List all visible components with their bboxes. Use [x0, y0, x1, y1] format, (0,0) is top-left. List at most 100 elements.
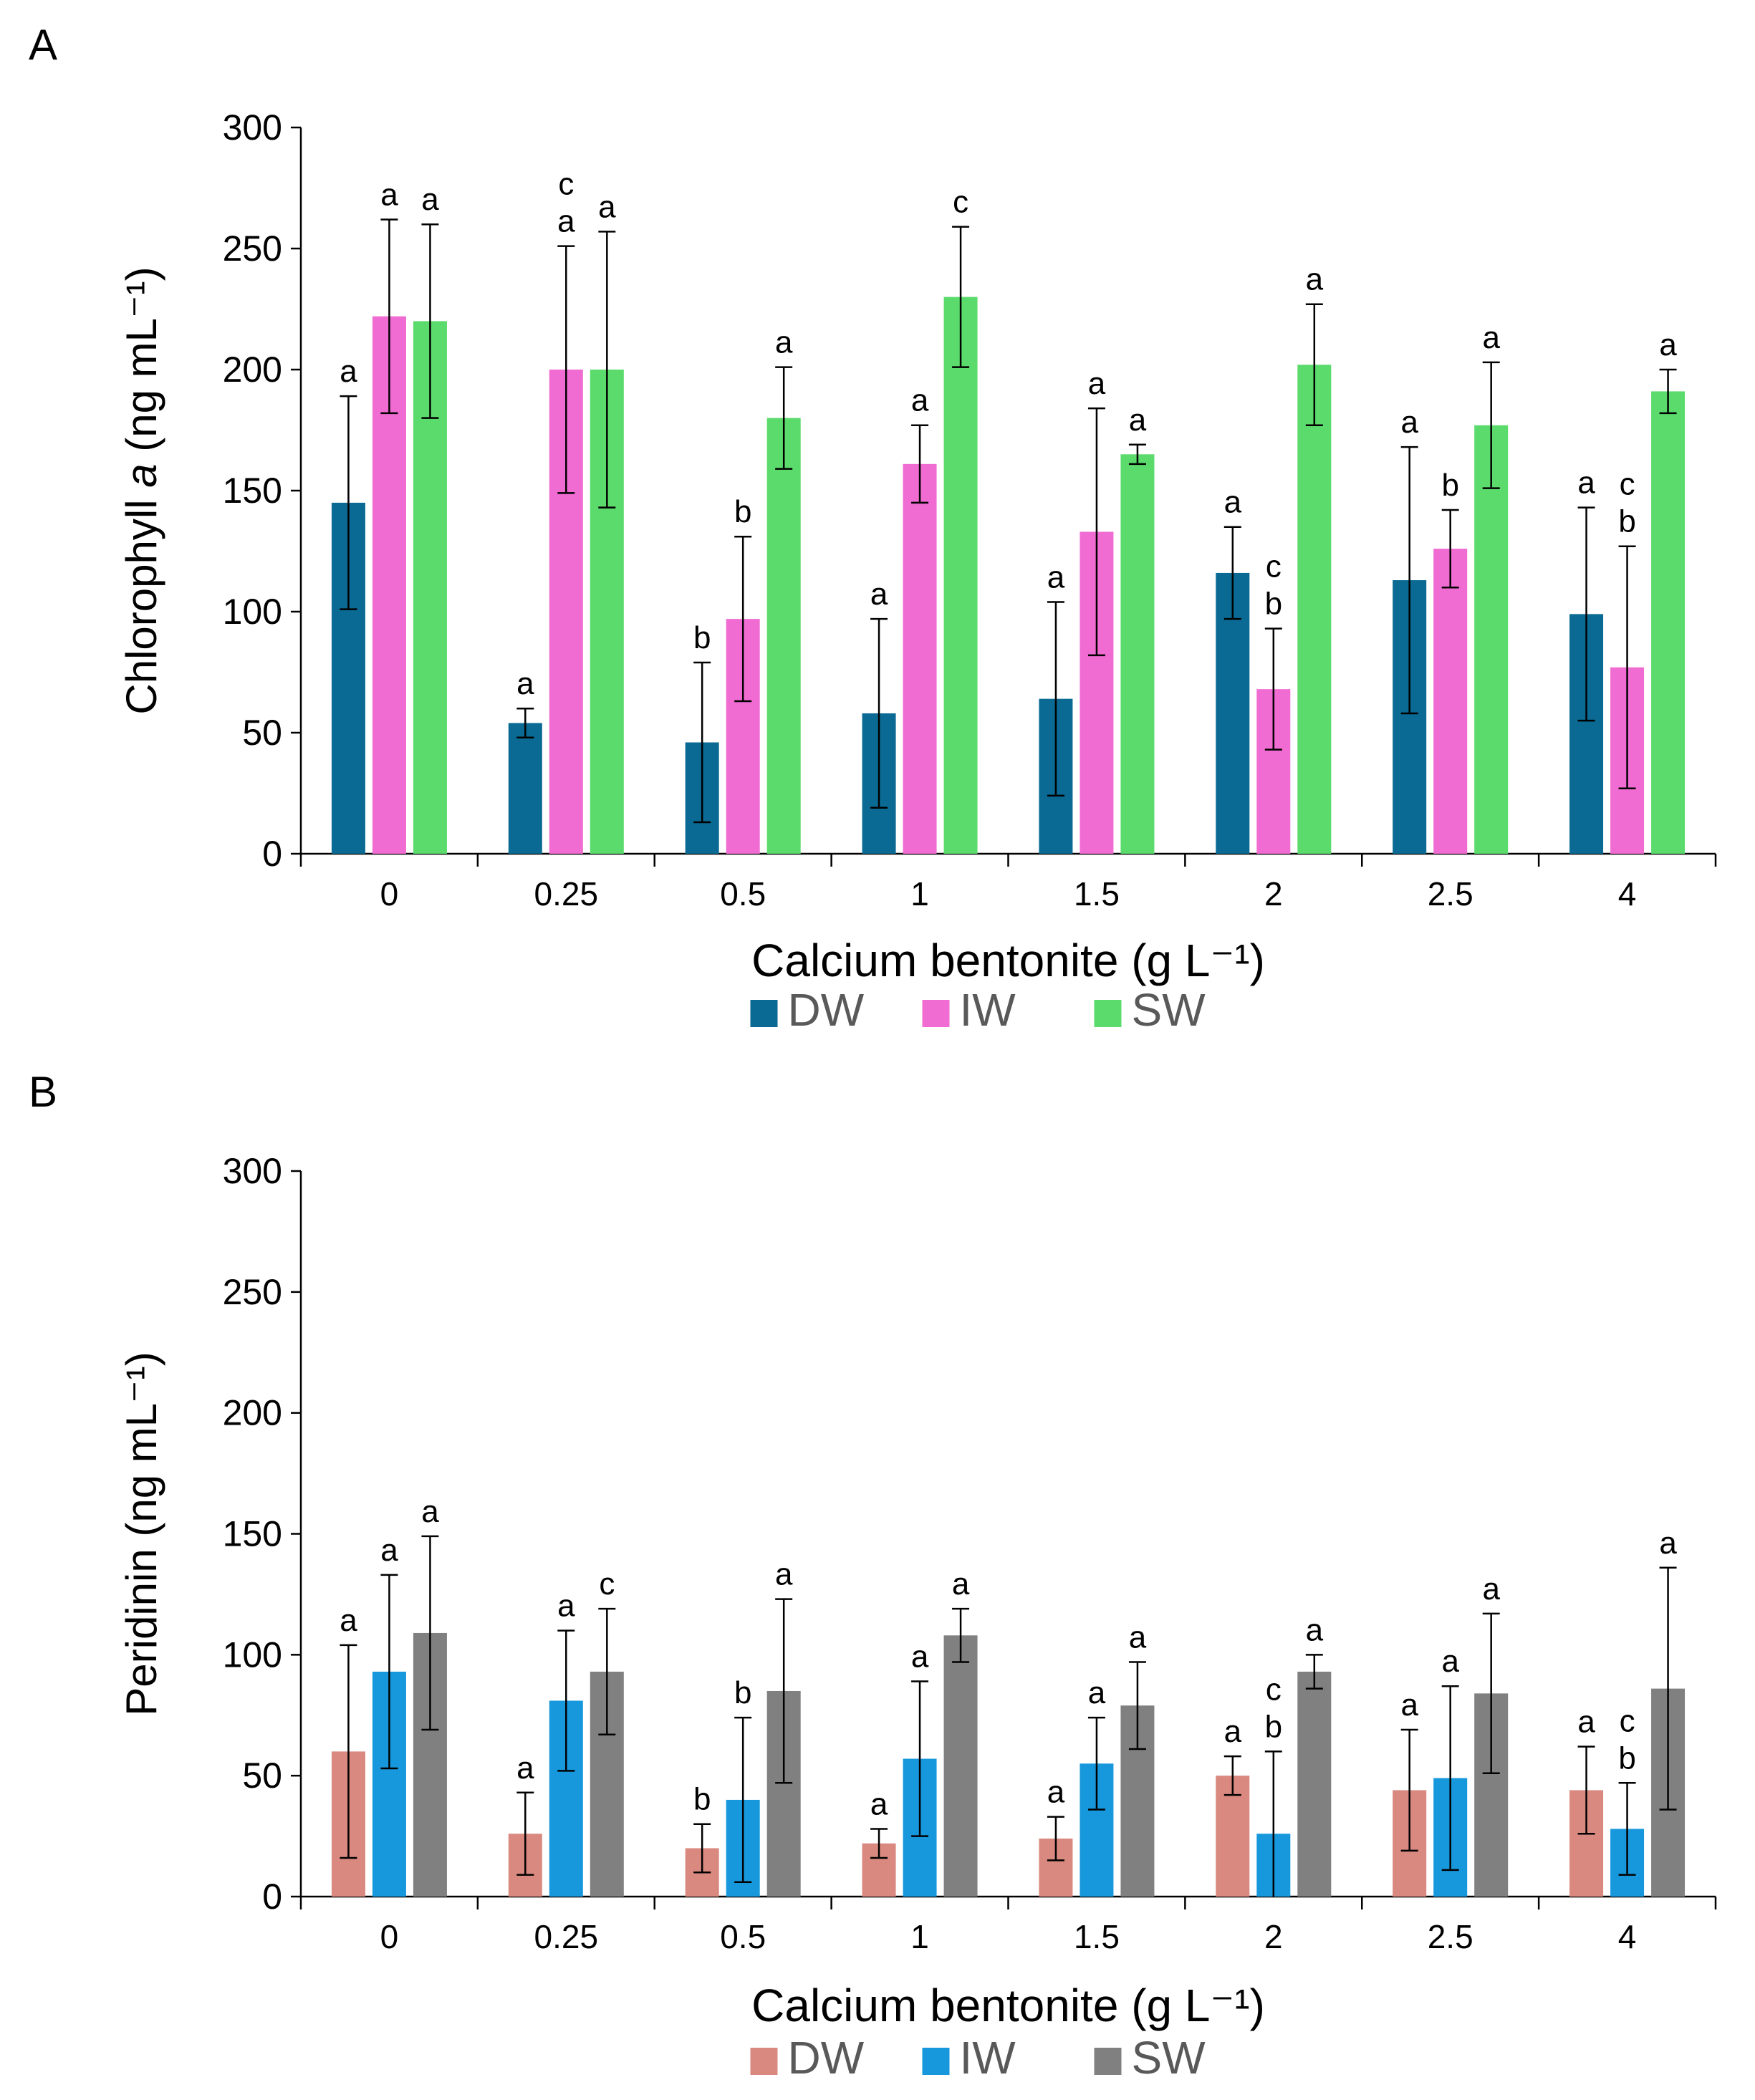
significance-letter: a: [952, 1566, 970, 1602]
significance-letter: b: [693, 1782, 711, 1817]
bar-sw: [766, 418, 801, 854]
y-axis-label: Chlorophyll a (ng mL⁻¹): [117, 266, 165, 714]
x-tick-label: 0.25: [534, 875, 599, 912]
significance-letter: a: [1129, 403, 1147, 438]
significance-letter: c: [1620, 1703, 1635, 1738]
significance-letter: a: [421, 1494, 439, 1529]
legend-label-dw: DW: [788, 984, 865, 1036]
legend-label-sw: SW: [1132, 2032, 1206, 2084]
x-tick-label: 0: [380, 1918, 399, 1955]
x-axis-label: Calcium bentonite (g L⁻¹): [751, 1980, 1265, 2031]
significance-letter: b: [1265, 587, 1282, 622]
x-tick-label: 1: [910, 875, 929, 912]
panel-label-a: A: [29, 21, 58, 69]
significance-letter: a: [1047, 1775, 1065, 1810]
significance-letter: c: [1266, 549, 1282, 584]
bar-sw: [943, 1635, 978, 1897]
legend-label-iw: IW: [960, 984, 1016, 1036]
x-tick-label: 0.25: [534, 1918, 599, 1955]
x-tick-label: 1: [910, 1918, 929, 1955]
bar-iw: [903, 463, 937, 854]
significance-letter: a: [870, 577, 888, 612]
significance-letter: b: [1265, 1709, 1282, 1744]
significance-letter: a: [911, 383, 929, 418]
significance-letter: a: [380, 177, 398, 212]
y-axis-label: Peridinin (ng mL⁻¹): [117, 1352, 165, 1716]
y-tick-label: 250: [223, 228, 282, 269]
x-tick-label: 0: [380, 875, 399, 912]
significance-letter: c: [599, 1566, 615, 1602]
significance-letter: a: [1088, 366, 1106, 401]
y-tick-label: 150: [223, 471, 282, 511]
x-tick-label: 0.5: [720, 1918, 766, 1955]
y-tick-label: 0: [262, 834, 282, 874]
y-tick-label: 250: [223, 1272, 282, 1312]
significance-letter: a: [1577, 466, 1595, 501]
significance-letter: a: [1441, 1644, 1459, 1679]
x-tick-label: 0.5: [720, 875, 766, 912]
y-tick-label: 50: [242, 1755, 282, 1796]
y-tick-label: 200: [223, 350, 282, 390]
legend-swatch-iw: [922, 2048, 950, 2075]
significance-letter: b: [693, 620, 711, 655]
legend-label-iw: IW: [960, 2032, 1016, 2084]
significance-letter: a: [516, 1750, 534, 1786]
significance-letter: a: [598, 189, 616, 224]
significance-letter: a: [557, 204, 575, 239]
legend-label-sw: SW: [1132, 984, 1206, 1036]
y-tick-label: 100: [223, 592, 282, 632]
significance-letter: a: [775, 1557, 793, 1592]
significance-letter: b: [1618, 504, 1635, 539]
x-tick-label: 2: [1264, 875, 1283, 912]
significance-letter: a: [516, 666, 534, 701]
x-tick-label: 1.5: [1074, 875, 1120, 912]
significance-letter: a: [1482, 1571, 1500, 1607]
significance-letter: c: [558, 167, 574, 202]
x-tick-label: 4: [1618, 875, 1637, 912]
significance-letter: a: [1306, 1612, 1324, 1647]
legend-swatch-dw: [750, 2048, 778, 2075]
significance-letter: a: [1047, 559, 1065, 594]
x-axis-label: Calcium bentonite (g L⁻¹): [751, 935, 1265, 986]
significance-letter: a: [1224, 1714, 1242, 1749]
significance-letter: b: [734, 1675, 751, 1710]
x-tick-label: 2: [1264, 1918, 1283, 1955]
significance-letter: a: [1400, 1687, 1418, 1723]
y-tick-label: 50: [242, 713, 282, 753]
bar-sw: [943, 297, 978, 854]
y-tick-label: 0: [262, 1877, 282, 1917]
significance-letter: c: [1620, 467, 1635, 502]
significance-letter: a: [1659, 1526, 1677, 1561]
significance-letter: b: [734, 494, 751, 529]
significance-letter: a: [1482, 320, 1500, 355]
x-tick-label: 2.5: [1428, 875, 1473, 912]
bar-dw: [508, 723, 542, 854]
significance-letter: a: [421, 182, 439, 217]
significance-letter: b: [1618, 1740, 1635, 1776]
significance-letter: a: [1088, 1675, 1106, 1710]
bar-sw: [1120, 454, 1155, 854]
panel-label-b: B: [29, 1068, 58, 1116]
legend-label-dw: DW: [788, 2032, 865, 2084]
y-tick-label: 150: [223, 1514, 282, 1554]
bar-sw: [1474, 425, 1509, 854]
significance-letter: a: [1224, 485, 1242, 520]
significance-letter: c: [1266, 1672, 1282, 1707]
bar-iw: [1433, 549, 1468, 854]
bar-sw: [1651, 391, 1686, 854]
significance-letter: b: [1441, 468, 1458, 503]
x-tick-label: 2.5: [1428, 1918, 1473, 1955]
significance-letter: a: [870, 1786, 888, 1821]
x-tick-label: 1.5: [1074, 1918, 1120, 1955]
significance-letter: a: [380, 1533, 398, 1568]
y-tick-label: 300: [223, 1151, 282, 1191]
significance-letter: a: [1129, 1619, 1147, 1655]
y-tick-label: 100: [223, 1634, 282, 1675]
significance-letter: a: [340, 1603, 357, 1638]
significance-letter: a: [557, 1589, 575, 1624]
significance-letter: a: [1577, 1705, 1595, 1740]
legend-swatch-sw: [1094, 1000, 1122, 1027]
